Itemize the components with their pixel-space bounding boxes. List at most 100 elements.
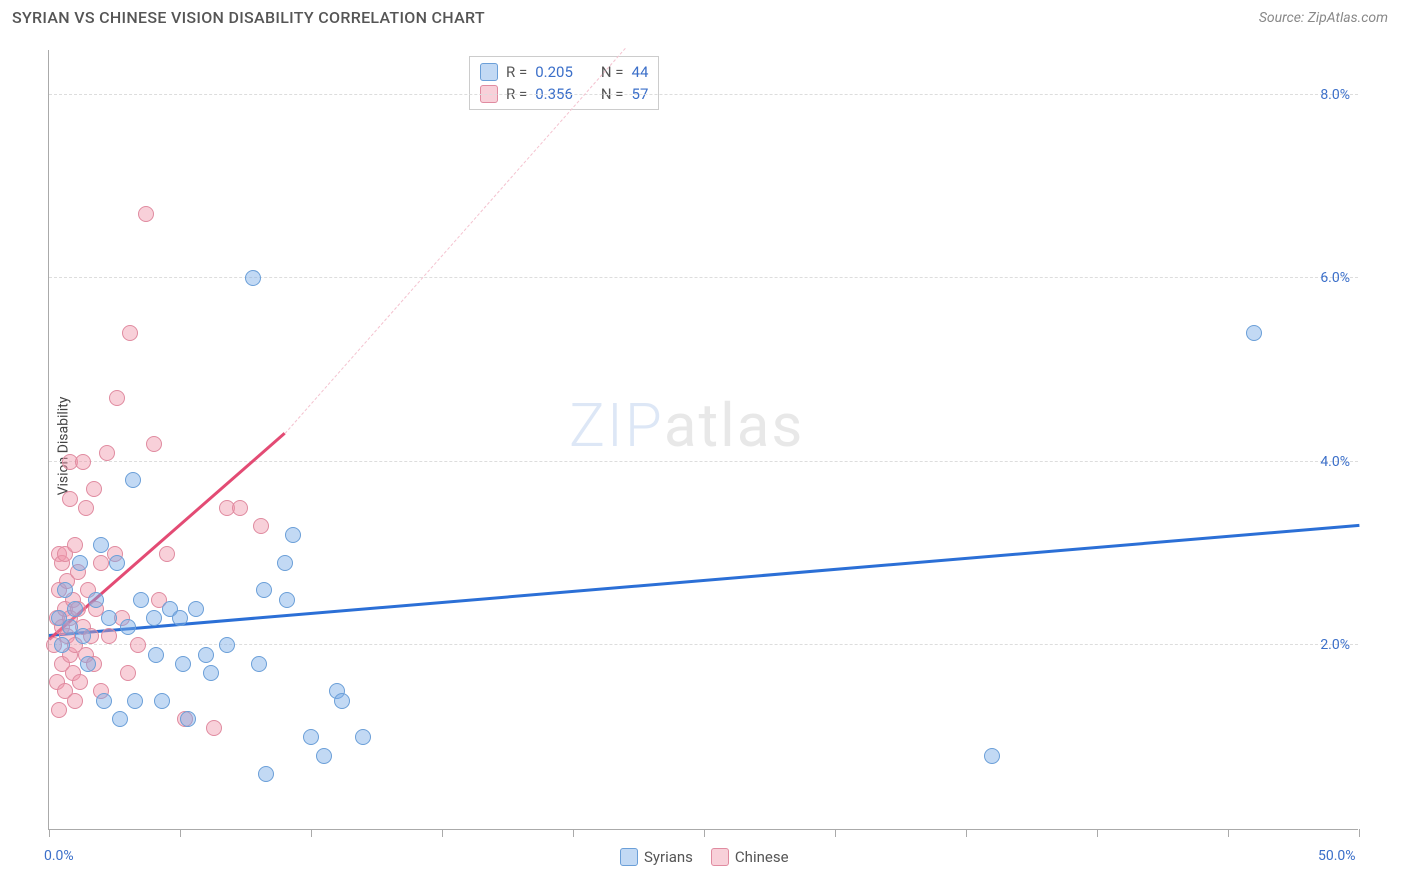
data-point-chinese — [138, 206, 154, 222]
trend-line — [49, 524, 1359, 637]
legend-label-chinese: Chinese — [735, 848, 789, 866]
data-point-syrians — [251, 656, 267, 672]
data-point-syrians — [93, 537, 109, 553]
data-point-chinese — [86, 481, 102, 497]
x-tick — [966, 829, 967, 837]
watermark: ZIPatlas — [569, 390, 804, 461]
swatch-chinese — [711, 848, 729, 866]
data-point-syrians — [984, 748, 1000, 764]
r-label: R = — [506, 63, 527, 81]
legend-label-syrians: Syrians — [644, 848, 693, 866]
data-point-syrians — [334, 693, 350, 709]
x-tick — [1097, 829, 1098, 837]
data-point-syrians — [277, 555, 293, 571]
data-point-syrians — [154, 693, 170, 709]
data-point-syrians — [175, 656, 191, 672]
r-value: 0.205 — [535, 63, 573, 81]
data-point-syrians — [146, 610, 162, 626]
data-point-syrians — [1246, 325, 1262, 341]
data-point-syrians — [88, 592, 104, 608]
chart-header: SYRIAN VS CHINESE VISION DISABILITY CORR… — [0, 0, 1406, 35]
data-point-syrians — [180, 711, 196, 727]
data-point-syrians — [75, 628, 91, 644]
legend-item-chinese: Chinese — [711, 848, 789, 866]
data-point-syrians — [285, 527, 301, 543]
data-point-syrians — [355, 729, 371, 745]
data-point-chinese — [159, 546, 175, 562]
data-point-syrians — [219, 637, 235, 653]
data-point-chinese — [62, 491, 78, 507]
data-point-syrians — [54, 637, 70, 653]
data-point-syrians — [258, 766, 274, 782]
trend-line-extrapolated — [284, 48, 625, 434]
x-tick — [1228, 829, 1229, 837]
data-point-syrians — [72, 555, 88, 571]
data-point-syrians — [172, 610, 188, 626]
data-point-chinese — [232, 500, 248, 516]
chart-plot-area: ZIPatlas R =0.205N =44R =0.356N =57 2.0%… — [48, 50, 1358, 830]
x-tick — [1359, 829, 1360, 837]
data-point-syrians — [109, 555, 125, 571]
gridline — [49, 461, 1358, 462]
watermark-zip: ZIP — [569, 390, 664, 461]
x-tick — [835, 829, 836, 837]
x-tick — [180, 829, 181, 837]
data-point-chinese — [206, 720, 222, 736]
data-point-chinese — [120, 665, 136, 681]
n-value: 44 — [632, 63, 649, 81]
x-tick — [573, 829, 574, 837]
y-tick-label: 6.0% — [1320, 270, 1350, 286]
data-point-syrians — [256, 582, 272, 598]
data-point-syrians — [188, 601, 204, 617]
x-tick — [49, 829, 50, 837]
data-point-syrians — [279, 592, 295, 608]
gridline — [49, 644, 1358, 645]
x-axis-end-label: 50.0% — [1318, 848, 1356, 864]
data-point-chinese — [109, 390, 125, 406]
data-point-chinese — [146, 436, 162, 452]
x-tick — [704, 829, 705, 837]
swatch-syrians — [620, 848, 638, 866]
chart-title: SYRIAN VS CHINESE VISION DISABILITY CORR… — [12, 8, 485, 27]
data-point-chinese — [67, 693, 83, 709]
y-tick-label: 2.0% — [1320, 637, 1350, 653]
data-point-syrians — [112, 711, 128, 727]
data-point-chinese — [51, 702, 67, 718]
data-point-chinese — [67, 537, 83, 553]
x-tick — [311, 829, 312, 837]
data-point-chinese — [101, 628, 117, 644]
chart-source: Source: ZipAtlas.com — [1259, 10, 1388, 26]
x-axis-start-label: 0.0% — [44, 848, 74, 864]
data-point-chinese — [78, 500, 94, 516]
data-point-syrians — [133, 592, 149, 608]
y-tick-label: 8.0% — [1320, 87, 1350, 103]
gridline — [49, 94, 1358, 95]
data-point-syrians — [245, 270, 261, 286]
data-point-syrians — [67, 601, 83, 617]
data-point-syrians — [203, 665, 219, 681]
data-point-chinese — [75, 454, 91, 470]
data-point-syrians — [198, 647, 214, 663]
legend-item-syrians: Syrians — [620, 848, 693, 866]
data-point-chinese — [122, 325, 138, 341]
data-point-syrians — [127, 693, 143, 709]
correlation-legend: R =0.205N =44R =0.356N =57 — [469, 56, 659, 110]
data-point-syrians — [120, 619, 136, 635]
x-tick — [442, 829, 443, 837]
data-point-syrians — [316, 748, 332, 764]
legend-stat-row-syrians: R =0.205N =44 — [480, 61, 648, 83]
data-point-syrians — [303, 729, 319, 745]
data-point-chinese — [72, 674, 88, 690]
data-point-syrians — [57, 582, 73, 598]
y-tick-label: 4.0% — [1320, 454, 1350, 470]
data-point-syrians — [80, 656, 96, 672]
series-legend: Syrians Chinese — [620, 848, 789, 866]
swatch-syrians — [480, 63, 498, 81]
data-point-chinese — [253, 518, 269, 534]
data-point-syrians — [96, 693, 112, 709]
data-point-syrians — [101, 610, 117, 626]
data-point-chinese — [99, 445, 115, 461]
data-point-chinese — [130, 637, 146, 653]
data-point-syrians — [148, 647, 164, 663]
data-point-syrians — [125, 472, 141, 488]
